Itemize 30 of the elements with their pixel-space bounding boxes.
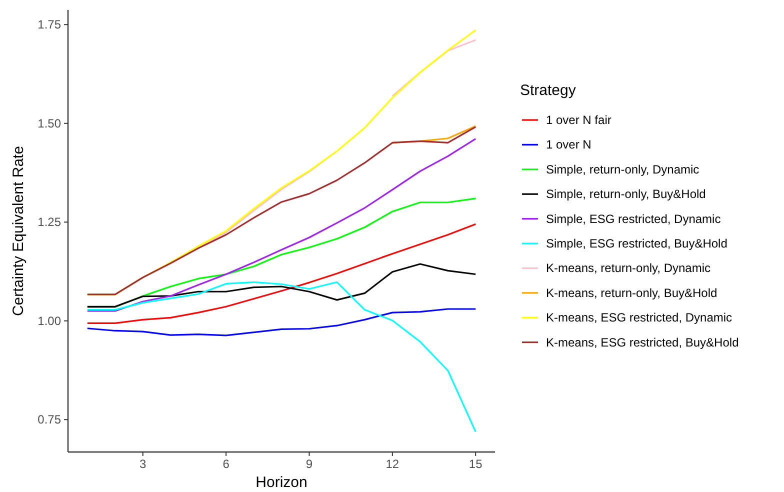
legend-label: Simple, return-only, Dynamic: [546, 162, 700, 176]
line-series: [86, 308, 476, 336]
line-series: [86, 223, 476, 324]
y-tick-label: 0.75: [38, 412, 62, 427]
legend-label: K-means, return-only, Buy&Hold: [546, 286, 718, 300]
x-tick-label: 3: [140, 457, 147, 471]
legend-label: Simple, ESG restricted, Dynamic: [546, 212, 721, 226]
line-series: [86, 138, 476, 312]
line-series: [86, 126, 476, 296]
line-series: [86, 263, 476, 308]
x-axis-title: Horizon: [256, 474, 308, 491]
x-tick-label: 15: [468, 457, 483, 471]
y-axis-title: Certainty Equivalent Rate: [10, 146, 27, 316]
legend-label: Simple, return-only, Buy&Hold: [546, 187, 706, 202]
legend-label: K-means, return-only, Dynamic: [546, 261, 710, 276]
line-series: [86, 281, 476, 433]
y-tick-label: 1.25: [38, 215, 62, 230]
y-tick-label: 1.50: [38, 116, 62, 130]
x-tick-label: 12: [386, 457, 400, 471]
line-series: [86, 198, 476, 308]
x-tick-label: 6: [222, 457, 230, 471]
legend-label: K-means, ESG restricted, Buy&Hold: [546, 335, 739, 350]
y-tick-label: 1.00: [38, 314, 62, 328]
legend-label: 1 over N: [546, 138, 592, 152]
legend-title: Strategy: [520, 82, 576, 99]
legend-label: K-means, ESG restricted, Dynamic: [546, 310, 732, 325]
legend-label: Simple, ESG restricted, Buy&Hold: [546, 236, 728, 250]
y-tick-label: 1.75: [38, 18, 62, 32]
legend-label: 1 over N fair: [546, 113, 612, 127]
x-tick-label: 9: [306, 457, 313, 471]
